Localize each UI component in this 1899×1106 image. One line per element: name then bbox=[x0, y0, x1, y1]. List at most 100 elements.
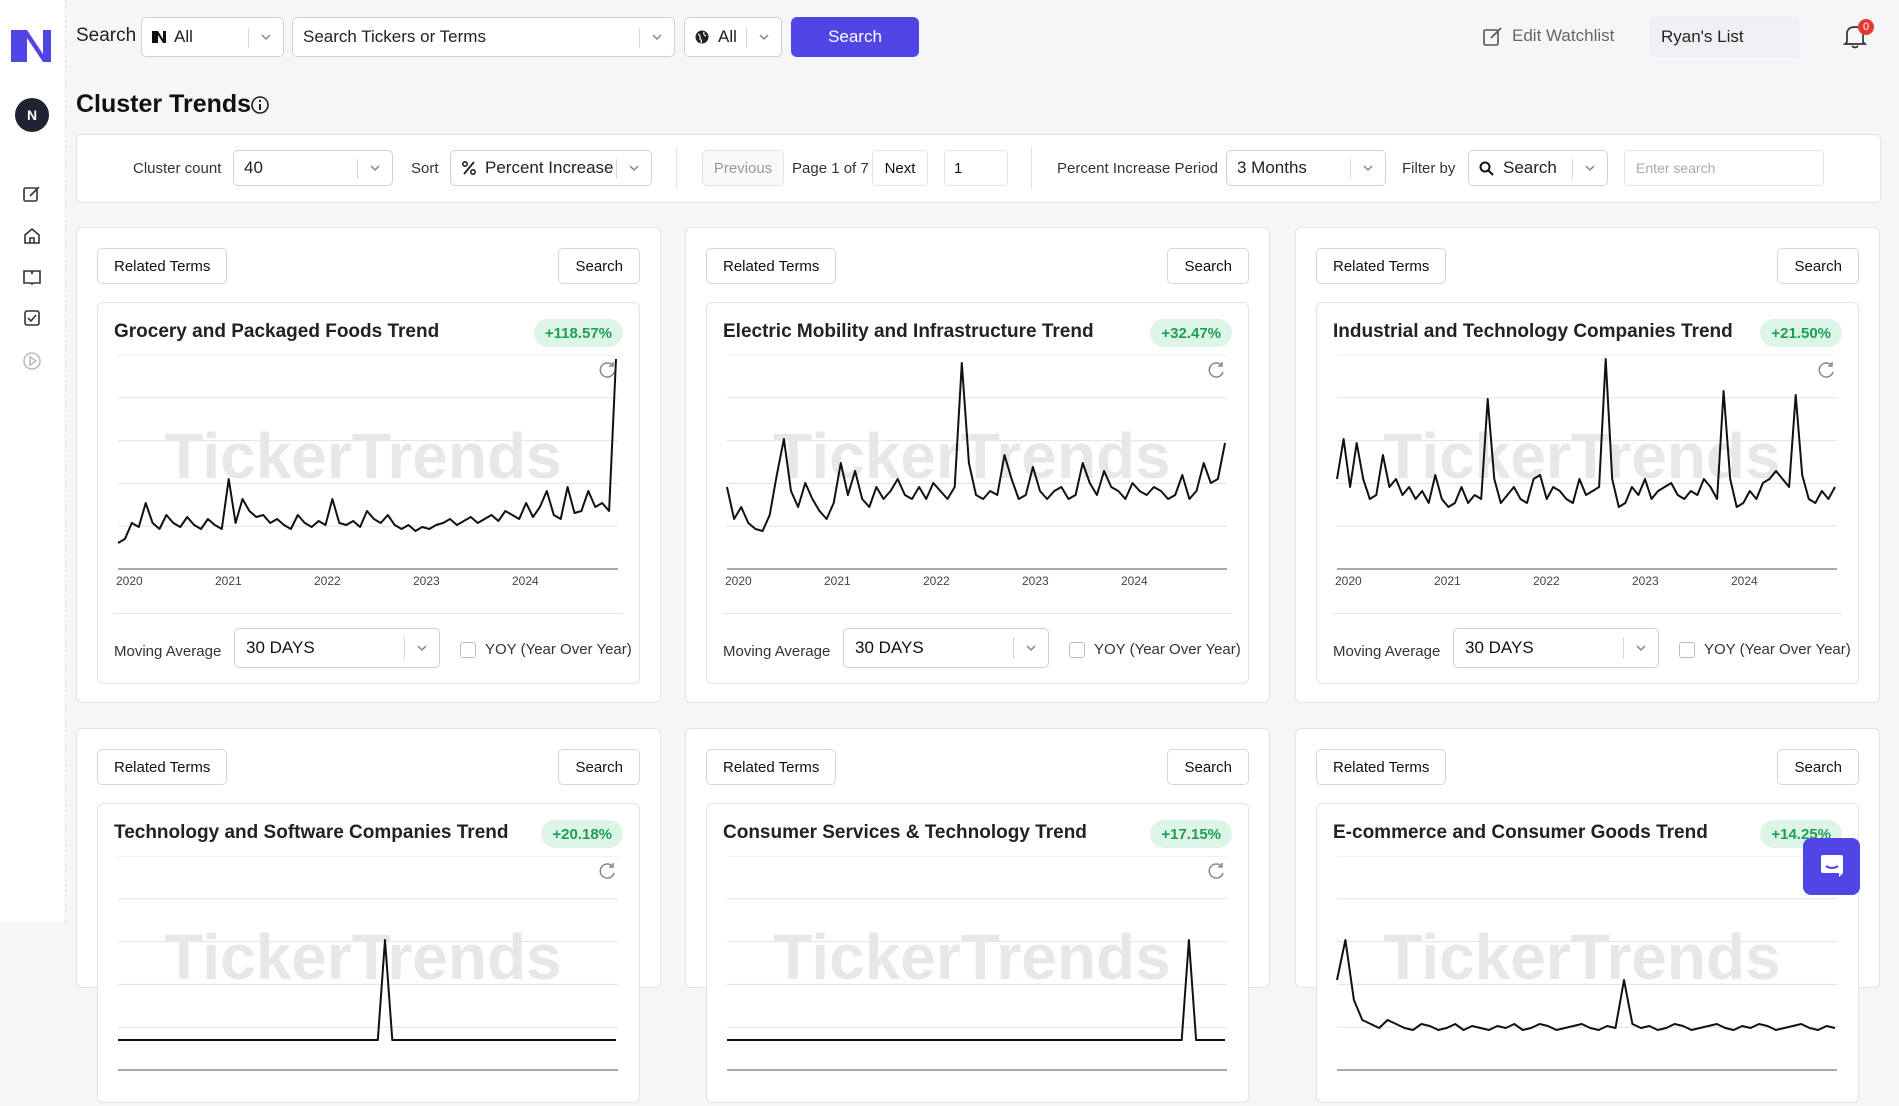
chart-watermark: TickerTrends bbox=[164, 420, 561, 492]
cluster-count-value: 40 bbox=[244, 158, 263, 177]
chevron-down-icon bbox=[1636, 645, 1646, 652]
x-tick-label: 2022 bbox=[314, 574, 341, 588]
moving-average-label: Moving Average bbox=[1333, 643, 1441, 660]
type-select[interactable]: All bbox=[141, 17, 284, 57]
card-search-button[interactable]: Search bbox=[1167, 248, 1249, 284]
notification-bell[interactable]: 0 bbox=[1842, 19, 1874, 52]
period-select[interactable]: 3 Months bbox=[1226, 150, 1386, 186]
x-tick-label: 2021 bbox=[215, 574, 242, 588]
moving-average-value: 30 DAYS bbox=[246, 638, 315, 657]
refresh-icon[interactable] bbox=[597, 360, 617, 380]
refresh-icon[interactable] bbox=[1206, 861, 1226, 881]
avatar[interactable]: N bbox=[15, 98, 49, 132]
period-label: Percent Increase Period bbox=[1057, 160, 1218, 177]
x-tick-label: 2020 bbox=[1335, 574, 1362, 588]
search-button[interactable]: Search bbox=[791, 17, 919, 57]
checkbox-box bbox=[460, 641, 476, 658]
percent-icon bbox=[461, 160, 477, 176]
trend-line bbox=[726, 362, 1226, 532]
related-terms-button[interactable]: Related Terms bbox=[1316, 749, 1447, 785]
sort-select[interactable]: Percent Increase bbox=[450, 150, 652, 186]
moving-average-value: 30 DAYS bbox=[855, 638, 924, 657]
change-badge: +21.50% bbox=[1760, 319, 1842, 347]
related-terms-button[interactable]: Related Terms bbox=[97, 749, 228, 785]
info-icon[interactable] bbox=[250, 95, 270, 115]
card-search-button[interactable]: Search bbox=[1167, 749, 1249, 785]
page-number-input[interactable]: 1 bbox=[944, 150, 1008, 186]
trend-panel: Electric Mobility and Infrastructure Tre… bbox=[706, 302, 1249, 684]
yoy-checkbox[interactable]: YOY (Year Over Year) bbox=[1679, 641, 1851, 658]
trend-panel: Technology and Software Companies Trend … bbox=[97, 803, 640, 1103]
trend-panel: Grocery and Packaged Foods Trend +118.57… bbox=[97, 302, 640, 684]
yoy-label: YOY (Year Over Year) bbox=[1704, 641, 1851, 658]
trend-card: Related Terms Search Technology and Soft… bbox=[76, 728, 661, 1103]
chevron-down-icon bbox=[759, 34, 769, 41]
previous-button[interactable]: Previous bbox=[702, 150, 784, 186]
controls-panel: Cluster count 40 Sort Percent Increase P… bbox=[76, 134, 1881, 203]
x-tick-label: 2024 bbox=[1121, 574, 1148, 588]
related-terms-button[interactable]: Related Terms bbox=[706, 749, 837, 785]
x-tick-label: 2022 bbox=[923, 574, 950, 588]
chat-button[interactable] bbox=[1803, 838, 1860, 895]
card-search-button[interactable]: Search bbox=[1777, 749, 1859, 785]
moving-average-select[interactable]: 30 DAYS bbox=[1453, 628, 1659, 668]
page-title-text: Cluster Trends bbox=[76, 90, 252, 118]
n-logo-icon bbox=[152, 31, 166, 43]
edit-icon[interactable] bbox=[20, 182, 44, 206]
divider bbox=[1333, 613, 1842, 614]
trend-panel: Industrial and Technology Companies Tren… bbox=[1316, 302, 1859, 684]
refresh-icon[interactable] bbox=[1816, 360, 1836, 380]
checklist-icon[interactable] bbox=[20, 306, 44, 330]
play-icon[interactable] bbox=[20, 349, 44, 373]
chevron-down-icon bbox=[652, 34, 662, 41]
moving-average-label: Moving Average bbox=[723, 643, 831, 660]
x-tick-label: 2023 bbox=[413, 574, 440, 588]
refresh-icon[interactable] bbox=[1206, 360, 1226, 380]
card-search-button[interactable]: Search bbox=[1777, 248, 1859, 284]
related-terms-button[interactable]: Related Terms bbox=[1316, 248, 1447, 284]
search-input[interactable]: Search Tickers or Terms bbox=[292, 17, 675, 57]
edit-watchlist-button[interactable]: Edit Watchlist bbox=[1482, 25, 1614, 47]
cluster-count-label: Cluster count bbox=[133, 160, 222, 177]
book-icon[interactable] bbox=[20, 265, 44, 289]
chat-icon bbox=[1820, 854, 1843, 877]
related-terms-button[interactable]: Related Terms bbox=[706, 248, 837, 284]
watchlist-name: Ryan's List bbox=[1661, 27, 1744, 46]
moving-average-select[interactable]: 30 DAYS bbox=[234, 628, 440, 668]
chevron-down-icon bbox=[370, 165, 380, 172]
app-logo[interactable] bbox=[9, 26, 55, 66]
yoy-checkbox[interactable]: YOY (Year Over Year) bbox=[1069, 641, 1241, 658]
chevron-down-icon bbox=[261, 34, 271, 41]
related-terms-button[interactable]: Related Terms bbox=[97, 248, 228, 284]
checkbox-box bbox=[1069, 641, 1085, 658]
filter-select[interactable]: Search bbox=[1468, 150, 1608, 186]
filter-search-input[interactable]: Enter search bbox=[1624, 150, 1824, 186]
change-badge: +32.47% bbox=[1150, 319, 1232, 347]
refresh-icon[interactable] bbox=[597, 861, 617, 881]
region-select[interactable]: All bbox=[684, 17, 782, 57]
trend-line bbox=[1336, 358, 1836, 508]
home-icon[interactable] bbox=[20, 224, 44, 248]
trend-panel: E-commerce and Consumer Goods Trend +14.… bbox=[1316, 803, 1859, 1103]
x-tick-label: 2020 bbox=[725, 574, 752, 588]
change-badge: +20.18% bbox=[541, 820, 623, 848]
moving-average-label: Moving Average bbox=[114, 643, 222, 660]
yoy-checkbox[interactable]: YOY (Year Over Year) bbox=[460, 641, 632, 658]
trend-title: Grocery and Packaged Foods Trend bbox=[114, 321, 440, 342]
card-search-button[interactable]: Search bbox=[558, 749, 640, 785]
search-icon bbox=[1479, 161, 1494, 176]
chevron-down-icon bbox=[629, 165, 639, 172]
next-button[interactable]: Next bbox=[872, 150, 928, 186]
filter-value: Search bbox=[1503, 158, 1557, 177]
sidebar: N bbox=[0, 0, 66, 922]
cluster-count-select[interactable]: 40 bbox=[233, 150, 393, 186]
divider bbox=[676, 147, 677, 189]
moving-average-select[interactable]: 30 DAYS bbox=[843, 628, 1049, 668]
page-info: Page 1 of 7 bbox=[792, 160, 869, 177]
watchlist-select[interactable]: Ryan's List bbox=[1650, 17, 1800, 57]
card-search-button[interactable]: Search bbox=[558, 248, 640, 284]
trend-card: Related Terms Search Industrial and Tech… bbox=[1295, 227, 1880, 703]
chevron-down-icon bbox=[1026, 645, 1036, 652]
